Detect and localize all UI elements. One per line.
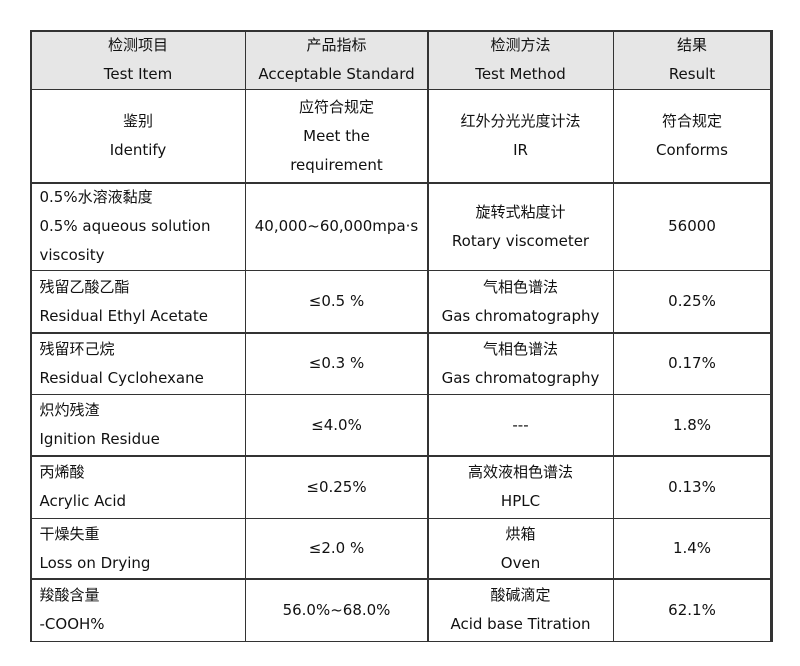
table-cell: 检测项目 Test Item — [31, 31, 245, 89]
cell-text: 羧酸含量 — [39, 586, 100, 604]
table-cell: 气相色谱法 Gas chromatography — [428, 333, 613, 394]
table-cell: 干燥失重 Loss on Drying — [31, 519, 245, 578]
table-cell: 红外分光光度计法 IR — [428, 90, 613, 182]
table-cell: ≤0.3 % — [246, 333, 427, 394]
cell-text: 鉴别 — [122, 112, 153, 130]
cell-text: Ignition Residue — [39, 430, 160, 448]
table-cell: 检测方法 Test Method — [428, 31, 613, 89]
cell-text: --- — [512, 415, 529, 434]
table-cell: 0.13% — [614, 456, 770, 518]
cell-text: 红外分光光度计法 — [460, 112, 581, 130]
cell-text: viscosity — [39, 246, 105, 264]
table-cell: 56000 — [614, 183, 770, 270]
cell-text: ≤0.25% — [306, 477, 367, 496]
cell-text: Loss on Drying — [39, 553, 151, 572]
cell-text: 应符合规定 — [298, 97, 374, 116]
table-cell: 气相色谱法 Gas chromatography — [428, 271, 613, 332]
cell-text: 酸碱滴定 — [490, 586, 551, 604]
cell-text: 0.13% — [668, 477, 716, 496]
table-cell: 结果 Result — [614, 31, 770, 89]
cell-text: 丙烯酸 — [39, 463, 85, 481]
cell-text: ≤2.0 % — [308, 539, 365, 557]
cell-text: 0.25% — [668, 292, 716, 310]
cell-text: IR — [513, 141, 528, 159]
cell-text: 40,000~60,000mpa·s — [254, 217, 419, 235]
cell-text: requirement — [290, 155, 383, 174]
cell-text: Gas chromatography — [441, 368, 600, 387]
cell-text: -COOH% — [39, 615, 105, 633]
cell-text: 高效液相色谱法 — [467, 463, 573, 481]
table-cell: 酸碱滴定 Acid base Titration — [428, 579, 613, 641]
table-cell: 烘箱 Oven — [428, 519, 613, 578]
table-cell: 56.0%~68.0% — [246, 579, 427, 641]
cell-text: Residual Ethyl Acetate — [39, 306, 208, 325]
cell-text: 56000 — [668, 217, 716, 235]
cell-text: Oven — [500, 553, 541, 572]
table-cell: --- — [428, 395, 613, 455]
cell-text: Result — [668, 65, 716, 83]
cell-text: ≤4.0% — [311, 415, 362, 434]
cell-text: 1.8% — [672, 415, 712, 434]
table-cell: 产品指标 Acceptable Standard — [246, 31, 427, 89]
table-cell: 0.17% — [614, 333, 770, 394]
cell-text: 干燥失重 — [39, 524, 100, 543]
cell-text: 产品指标 — [306, 36, 367, 54]
cell-text: HPLC — [500, 492, 541, 510]
cell-text: 气相色谱法 — [482, 339, 558, 358]
table-cell: 羧酸含量 -COOH% — [31, 579, 245, 641]
table-cell: 应符合规定 Meet the requirement — [246, 90, 427, 182]
table-cell: 丙烯酸 Acrylic Acid — [31, 456, 245, 518]
table-cell: ≤0.25% — [246, 456, 427, 518]
cell-text: 56.0%~68.0% — [282, 600, 391, 619]
cell-text: 残留乙酸乙酯 — [39, 277, 130, 296]
cell-text: ≤0.3 % — [308, 354, 365, 372]
table-cell: ≤4.0% — [246, 395, 427, 455]
table-cell: 0.25% — [614, 271, 770, 332]
cell-text: Identify — [109, 141, 167, 159]
cell-text: Acceptable Standard — [258, 65, 415, 83]
cell-text: Test Method — [475, 65, 566, 83]
cell-text: 0.5%水溶液黏度 — [39, 188, 153, 206]
table-cell: 残留环己烷 Residual Cyclohexane — [31, 333, 245, 394]
table-cell: 1.8% — [614, 395, 770, 455]
table-cell: 旋转式粘度计 Rotary viscometer — [428, 183, 613, 270]
table-cell: 鉴别 Identify — [31, 90, 245, 182]
cell-text: Rotary viscometer — [451, 231, 590, 250]
table-cell: 炽灼残渣 Ignition Residue — [31, 395, 245, 455]
cell-text: 符合规定 — [661, 112, 722, 130]
cell-text: 0.17% — [668, 354, 716, 372]
cell-text: Meet the — [303, 126, 370, 145]
table-cell: ≤0.5 % — [246, 271, 427, 332]
cell-text: Acrylic Acid — [39, 492, 127, 510]
cell-text: 检测方法 — [490, 36, 551, 54]
table-cell: 符合规定 Conforms — [614, 90, 770, 182]
cell-text: Gas chromatography — [441, 306, 600, 325]
table-cell: 1.4% — [614, 519, 770, 578]
table-cell: 62.1% — [614, 579, 770, 641]
cell-text: 0.5% aqueous solution — [39, 217, 211, 235]
cell-text: 残留环己烷 — [39, 339, 115, 358]
cell-text: 1.4% — [672, 539, 712, 557]
cell-text: Residual Cyclohexane — [39, 368, 204, 387]
cell-text: Conforms — [656, 141, 728, 159]
cell-text: 结果 — [676, 36, 707, 54]
cell-text: 烘箱 — [505, 524, 536, 543]
cell-text: 气相色谱法 — [482, 277, 558, 296]
table-cell: 40,000~60,000mpa·s — [246, 183, 427, 270]
cell-text: Test Item — [103, 65, 173, 83]
cell-text: ≤0.5 % — [308, 292, 365, 310]
table-cell: 残留乙酸乙酯 Residual Ethyl Acetate — [31, 271, 245, 332]
cell-text: 炽灼残渣 — [39, 401, 100, 419]
table-cell: ≤2.0 % — [246, 519, 427, 578]
cell-text: 检测项目 — [107, 36, 168, 54]
table-cell: 0.5%水溶液黏度 0.5% aqueous solution viscosity — [31, 183, 245, 270]
spec-table: 检测项目 Test Item 产品指标 Acceptable Standard 检测方法… — [30, 30, 773, 642]
cell-text: Acid base Titration — [450, 615, 591, 633]
cell-text: 62.1% — [668, 600, 716, 619]
cell-text: 旋转式粘度计 — [475, 202, 566, 221]
table-cell: 高效液相色谱法 HPLC — [428, 456, 613, 518]
